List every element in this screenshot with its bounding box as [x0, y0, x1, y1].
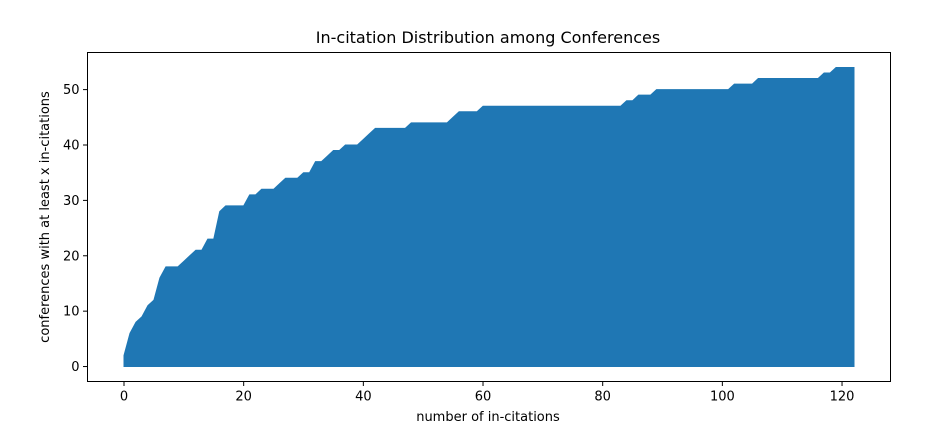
plot-frame [87, 52, 891, 382]
plot-area [123, 66, 855, 368]
y-tick-label: 20 [63, 249, 80, 264]
x-tick-label: 20 [235, 390, 252, 405]
x-tick-label: 100 [710, 390, 735, 405]
x-tick-label: 120 [830, 390, 855, 405]
y-tick-label: 40 [63, 138, 80, 153]
x-tick-label: 0 [120, 390, 128, 405]
y-axis: 0 10 20 30 40 50 [63, 83, 88, 375]
y-axis-label: conferences with at least x in-citations [38, 91, 53, 343]
chart-title: In-citation Distribution among Conferenc… [316, 28, 660, 47]
x-tick-label: 60 [475, 390, 492, 405]
y-tick-label: 50 [63, 83, 80, 98]
x-tick-label: 40 [355, 390, 372, 405]
y-tick-label: 0 [71, 360, 79, 375]
x-tick-label: 80 [594, 390, 611, 405]
x-axis-label: number of in-citations [416, 410, 560, 425]
y-tick-label: 10 [63, 305, 80, 320]
y-tick-label: 30 [63, 194, 80, 209]
area-series-0 [123, 66, 855, 368]
x-axis: 0 20 40 60 80 100 120 [120, 381, 855, 405]
